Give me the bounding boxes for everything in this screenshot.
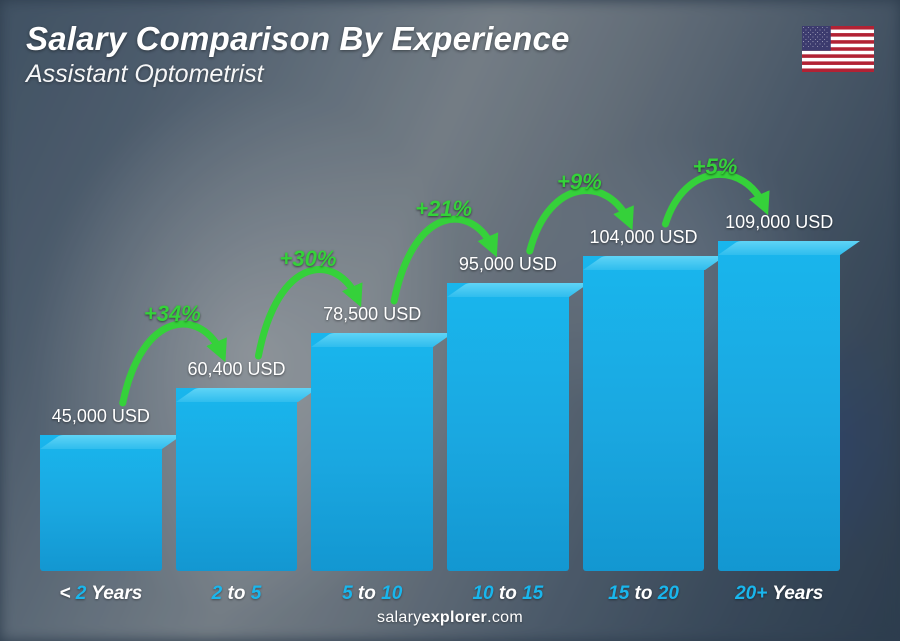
footer-attribution: salaryexplorer.com [0,609,900,627]
country-flag-icon [802,26,874,72]
bar-category-label: 20+ Years [735,583,823,605]
bar-value-label: 45,000 USD [52,406,150,427]
bar: 60,400 USD2 to 5 [176,359,298,571]
bar-value-label: 104,000 USD [589,227,697,248]
bar-shape [447,283,569,571]
growth-badge: +34% [144,301,201,327]
bar: 45,000 USD< 2 Years [40,406,162,571]
bar: 78,500 USD5 to 10 [311,304,433,571]
bar-shape [176,388,298,571]
bar: 95,000 USD10 to 15 [447,254,569,571]
bar-shape [583,256,705,571]
bar: 104,000 USD15 to 20 [583,227,705,571]
bar-shape [40,435,162,571]
chart-container: Salary Comparison By Experience Assistan… [0,0,900,641]
growth-badge: +5% [693,154,738,180]
header: Salary Comparison By Experience Assistan… [26,20,874,89]
growth-badge: +21% [415,196,472,222]
bar-shape [718,241,840,571]
bar-category-label: 2 to 5 [212,583,262,605]
bar-shape [311,333,433,571]
footer-prefix: salary [377,609,421,626]
bar-value-label: 109,000 USD [725,212,833,233]
bar-category-label: 5 to 10 [342,583,402,605]
bar-category-label: 15 to 20 [608,583,679,605]
page-subtitle: Assistant Optometrist [26,60,570,89]
growth-badge: +9% [557,169,602,195]
bar-category-label: 10 to 15 [472,583,543,605]
bars-row: 45,000 USD< 2 Years60,400 USD2 to 578,50… [40,212,840,571]
bar-chart: 45,000 USD< 2 Years60,400 USD2 to 578,50… [40,91,840,571]
bar-value-label: 78,500 USD [323,304,421,325]
bar-value-label: 60,400 USD [187,359,285,380]
title-block: Salary Comparison By Experience Assistan… [26,20,570,89]
page-title: Salary Comparison By Experience [26,20,570,58]
bar-category-label: < 2 Years [59,583,142,605]
footer-suffix: .com [487,609,523,626]
growth-badge: +30% [280,246,337,272]
bar-value-label: 95,000 USD [459,254,557,275]
bar: 109,000 USD20+ Years [718,212,840,571]
footer-brand: explorer [422,609,488,626]
